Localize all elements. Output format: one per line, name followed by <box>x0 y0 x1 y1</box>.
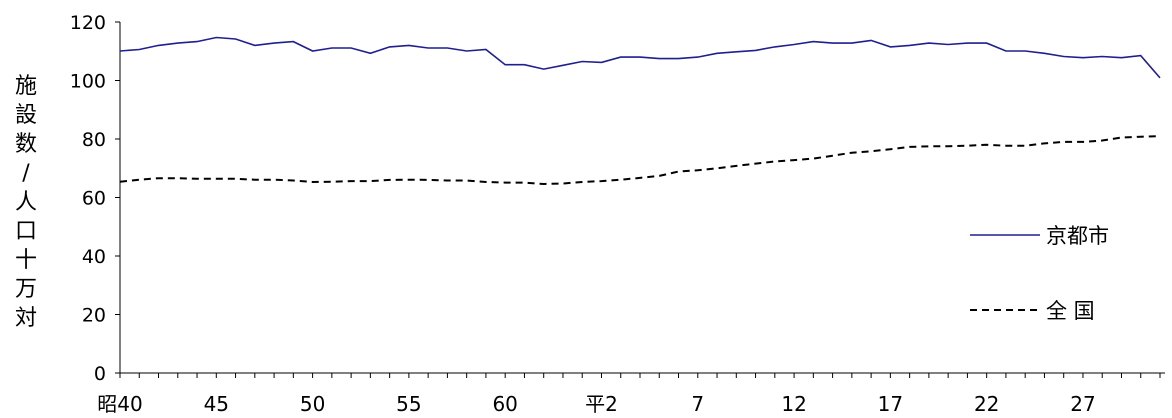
chart-axes <box>119 22 1165 374</box>
y-axis-ticks: 0 20 40 60 80 100 120 <box>70 12 120 385</box>
series-line-2 <box>119 135 1161 186</box>
series-line-1 <box>119 36 1161 79</box>
x-tick-label: 27 <box>1070 392 1095 416</box>
y-axis-label-char: 口 <box>14 219 37 244</box>
legend-label-2: 全 国 <box>1046 299 1095 323</box>
legend-label-1: 京都市 <box>1046 224 1109 248</box>
x-tick-label: 55 <box>396 392 421 416</box>
x-tick-label: 17 <box>878 392 903 416</box>
y-tick-label: 80 <box>82 129 106 151</box>
y-axis-label-char: / <box>22 161 30 186</box>
y-tick-label: 100 <box>70 71 106 93</box>
y-axis-label-char: 施 <box>14 74 37 99</box>
x-tick-label: 昭40 <box>97 392 142 416</box>
y-axis-label-char: 十 <box>14 248 37 273</box>
y-axis-label-char: 万 <box>14 277 37 302</box>
y-axis-label-char: 人 <box>14 190 37 215</box>
y-axis-label-char: 対 <box>14 306 37 331</box>
x-tick-label: 22 <box>974 392 999 416</box>
y-tick-label: 0 <box>94 363 106 385</box>
y-tick-label: 60 <box>82 188 106 210</box>
y-tick-label: 20 <box>82 305 106 327</box>
y-axis-label-char: 設 <box>14 103 37 128</box>
y-tick-label: 120 <box>70 12 106 34</box>
y-axis-label-char: 数 <box>14 132 37 157</box>
x-tick-label: 45 <box>204 392 229 416</box>
x-tick-label: 60 <box>492 392 517 416</box>
x-tick-label: 7 <box>691 392 704 416</box>
y-tick-label: 40 <box>82 246 106 268</box>
y-axis-label: 施設数 / 人口十万対 <box>6 72 46 333</box>
x-tick-label: 50 <box>300 392 325 416</box>
x-axis-ticks: 昭40 45 50 55 60 平2 7 12 17 22 27 <box>97 373 1161 416</box>
series-lines <box>119 36 1161 186</box>
x-tick-label: 平2 <box>585 392 618 416</box>
x-tick-label: 12 <box>781 392 806 416</box>
